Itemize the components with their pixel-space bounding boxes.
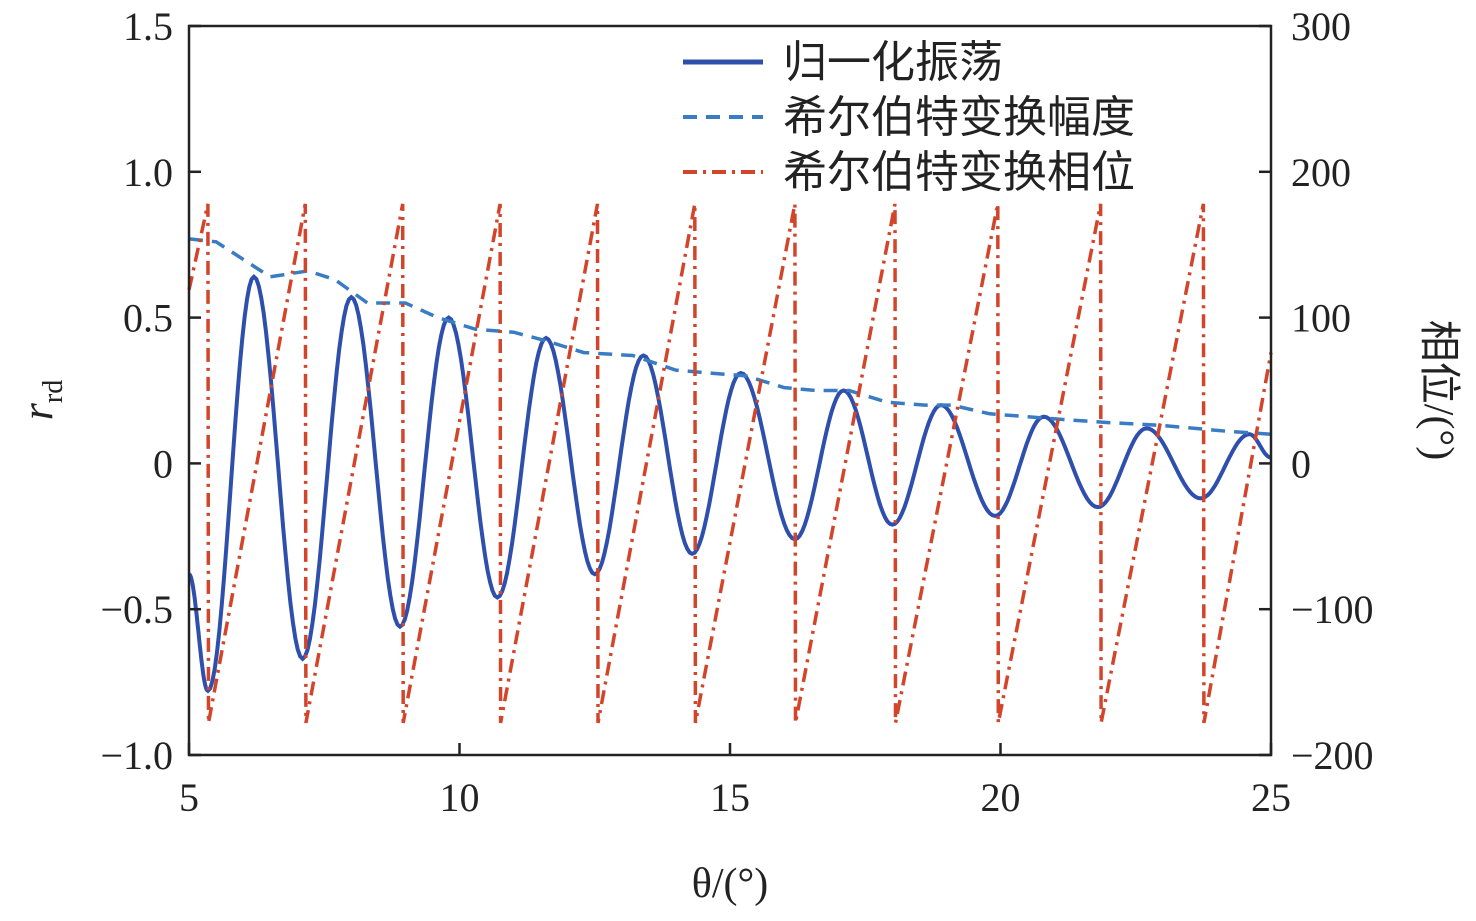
x-axis-label: θ/(°): [692, 861, 769, 907]
x-tick-label: 20: [981, 775, 1021, 820]
legend-label: 归一化振荡: [783, 38, 1003, 87]
series-line-2: [188, 237, 1272, 436]
y-axis-label: rrd: [13, 380, 69, 420]
y2-tick-label: 0: [1291, 441, 1311, 486]
y2-tick-label: 100: [1291, 296, 1351, 341]
y2-tick-label: −100: [1291, 587, 1374, 632]
x-tick-label: 25: [1251, 775, 1291, 820]
legend-label: 希尔伯特变换幅度: [783, 93, 1135, 142]
legend-label: 希尔伯特变换相位: [783, 148, 1135, 197]
y2-tick-label: 300: [1291, 4, 1351, 49]
series-line-3: [187, 203, 1273, 724]
series-layer: [187, 203, 1273, 724]
series-line-1: [187, 273, 1272, 694]
x-tick-label: 10: [440, 775, 480, 820]
x-tick-label: 15: [710, 775, 750, 820]
y2-tick-label: −200: [1291, 733, 1374, 778]
y-tick-label: 0: [153, 441, 173, 486]
y-tick-label: −0.5: [100, 587, 173, 632]
y-tick-label: 1.0: [123, 150, 173, 195]
y-tick-label: 1.5: [123, 4, 173, 49]
x-tick-label: 5: [179, 775, 199, 820]
ticks-layer: 5 10 15 20 25 −1.0 −0.5 0 0.5 1.0 1.5 −200 −100 0 100 2…: [100, 4, 1373, 820]
y2-axis-label: 相位/(°): [1415, 320, 1462, 460]
y2-tick-label: 200: [1291, 150, 1351, 195]
y-tick-label: −1.0: [100, 733, 173, 778]
y-tick-label: 0.5: [123, 296, 173, 341]
